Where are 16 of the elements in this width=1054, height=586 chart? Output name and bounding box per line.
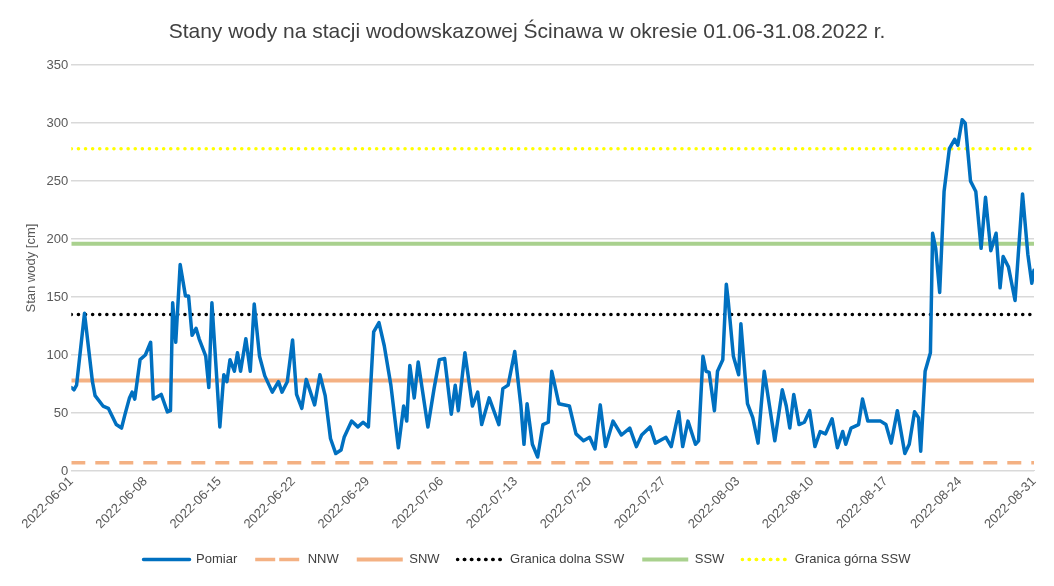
y-tick-label: 50 [53, 404, 69, 420]
y-tick-label: 150 [46, 288, 69, 304]
y-tick-label: 200 [46, 230, 69, 246]
y-tick-label: 100 [46, 346, 69, 362]
legend-label: SNW [409, 551, 441, 567]
legend-label: Granica górna SSW [794, 551, 912, 567]
y-axis-title: Stan wody [cm] [23, 223, 39, 313]
y-tick-label: 350 [46, 56, 69, 72]
legend-label: Pomiar [196, 551, 238, 567]
legend-label: SSW [694, 551, 726, 567]
chart-title: Stany wody na stacji wodowskazowej Ścinawa w okresie 01.06-31.08.2022 r. [168, 19, 886, 43]
legend-label: Granica dolna SSW [510, 551, 625, 567]
legend-label: NNW [307, 551, 340, 567]
y-tick-label: 0 [61, 462, 69, 478]
y-tick-label: 300 [46, 114, 69, 130]
y-tick-label: 250 [46, 172, 69, 188]
